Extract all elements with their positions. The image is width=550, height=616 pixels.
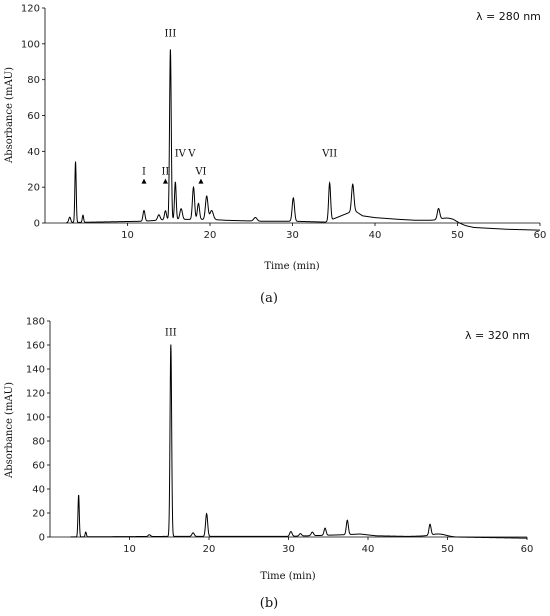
x-tick-label: 20	[203, 544, 216, 555]
x-ticks: 10 20 30 40 50 60	[123, 537, 533, 555]
arrow-marker	[141, 178, 147, 184]
wavelength-label: λ = 280 nm	[476, 10, 541, 23]
y-tick-label: 100	[21, 39, 40, 50]
y-tick-label: 120	[26, 389, 45, 400]
y-tick-label: 160	[26, 341, 45, 352]
y-tick-label: 80	[32, 437, 45, 448]
y-tick-label: 120	[21, 4, 40, 15]
y-tick-label: 20	[32, 509, 45, 520]
peak-annotation: VII	[321, 149, 337, 160]
x-axis-title: Time (min)	[264, 261, 319, 272]
peak-label: I	[142, 167, 146, 178]
y-tick-label: 40	[27, 147, 40, 158]
peak-label: II	[161, 167, 169, 178]
y-tick-label: 40	[32, 485, 45, 496]
absorbance-trace	[66, 49, 541, 231]
wavelength-label: λ = 320 nm	[465, 329, 530, 342]
x-tick-label: 40	[369, 230, 382, 241]
peak-annotations: III	[165, 327, 177, 338]
y-tick-label: 140	[26, 365, 45, 376]
y-tick-label: 60	[27, 111, 40, 122]
y-axis-title: Absorbance (mAU)	[4, 67, 15, 164]
peak-annotation: IV	[175, 149, 187, 160]
y-ticks: 0 20 40 60 80 100 120	[21, 4, 45, 230]
x-tick-label: 50	[451, 230, 464, 241]
x-ticks: 10 20 30 40 50 60	[121, 223, 546, 241]
peak-label: III	[165, 327, 177, 338]
peak-label: V	[187, 149, 196, 160]
panel-caption: (b)	[260, 596, 278, 611]
peak-annotation: III	[164, 29, 176, 40]
arrow-marker	[198, 178, 204, 184]
chromatogram-panel-b: 0 20 40 60 80 100 120 140 160 180 10 20 30 40 50 60 II…	[4, 317, 533, 612]
panel-caption: (a)	[260, 291, 278, 306]
x-tick-label: 10	[123, 544, 136, 555]
x-tick-label: 30	[282, 544, 295, 555]
x-tick-label: 30	[286, 230, 299, 241]
x-tick-label: 20	[204, 230, 217, 241]
peak-annotation: III	[165, 327, 177, 338]
peak-annotation: V	[187, 149, 196, 160]
x-tick-label: 60	[534, 230, 547, 241]
arrow-marker	[162, 178, 168, 184]
y-ticks: 0 20 40 60 80 100 120 140 160 180	[26, 317, 50, 544]
x-tick-label: 50	[441, 544, 454, 555]
y-tick-label: 0	[34, 219, 40, 230]
y-tick-label: 100	[26, 413, 45, 424]
peak-annotation: VI	[194, 167, 207, 184]
y-tick-label: 180	[26, 317, 45, 328]
peak-annotation: I	[141, 167, 147, 184]
y-axis-title: Absorbance (mAU)	[4, 382, 15, 479]
peak-label: IV	[175, 149, 187, 160]
x-tick-label: 60	[521, 544, 534, 555]
absorbance-trace	[70, 344, 527, 539]
x-tick-label: 10	[121, 230, 134, 241]
x-tick-label: 40	[362, 544, 375, 555]
y-tick-label: 20	[27, 183, 40, 194]
y-tick-label: 60	[32, 461, 45, 472]
peak-label: VII	[321, 149, 337, 160]
peak-annotation: II	[161, 167, 169, 184]
peak-label: III	[164, 29, 176, 40]
y-tick-label: 0	[39, 533, 45, 544]
x-axis-title: Time (min)	[260, 571, 315, 582]
peak-label: VI	[194, 167, 206, 178]
y-tick-label: 80	[27, 75, 40, 86]
